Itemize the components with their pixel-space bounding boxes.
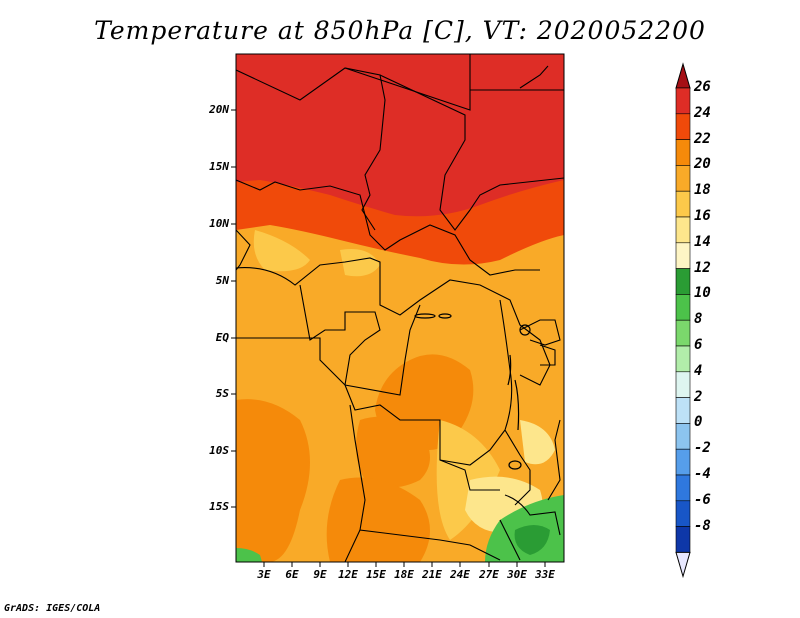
colorbar-swatch: [675, 190, 691, 218]
lon-label: 9E: [313, 568, 327, 581]
lon-label: 30E: [507, 568, 527, 581]
lon-label: 6E: [285, 568, 299, 581]
colorbar-label: -8: [694, 517, 711, 534]
temperature-field: [236, 54, 564, 562]
colorbar-swatch: [675, 474, 691, 502]
lat-label: 10S: [209, 444, 229, 457]
lon-label: 3E: [257, 568, 271, 581]
country-borders: [236, 54, 564, 562]
lon-label: 27E: [479, 568, 499, 581]
colorbar-label: 6: [694, 337, 703, 353]
colorbar-swatch: [675, 165, 691, 192]
colorbar-swatch: [675, 397, 691, 424]
colorbar-swatch: [675, 113, 691, 140]
colorbar-swatch: [675, 216, 691, 244]
lon-label: 21E: [422, 568, 442, 581]
colorbar-swatch: [675, 526, 691, 553]
map-title: Temperature at 850hPa [C], VT: 202005220…: [94, 16, 706, 45]
lon-label: 15E: [366, 568, 386, 581]
colorbar: [675, 62, 691, 579]
colorbar-top-arrow: [675, 62, 691, 89]
colorbar-label: 4: [694, 362, 703, 379]
colorbar-swatch: [675, 268, 691, 295]
colorbar-swatch: [675, 345, 691, 373]
colorbar-swatch: [675, 371, 691, 398]
colorbar-swatch: [675, 139, 691, 166]
lat-label: 20N: [209, 103, 229, 116]
colorbar-label: 22: [694, 130, 711, 147]
lat-label: 10N: [209, 217, 229, 230]
lat-label: 5N: [215, 274, 229, 287]
colorbar-label: 20: [694, 156, 711, 173]
colorbar-label: 26: [694, 79, 711, 95]
colorbar-swatch: [675, 319, 691, 347]
map-frame: [235, 53, 565, 563]
colorbar-label: 24: [694, 104, 711, 121]
colorbar-label: 2: [694, 388, 703, 405]
colorbar-swatch: [675, 87, 691, 115]
colorbar-label: 12: [694, 259, 711, 276]
colorbar-label: -2: [694, 440, 711, 457]
lat-label: EQ: [215, 331, 229, 344]
lat-label: 15S: [209, 500, 229, 513]
colorbar-swatch: [675, 423, 691, 450]
lon-label: 33E: [535, 568, 555, 581]
colorbar-swatch: [675, 294, 691, 321]
lon-label: 24E: [450, 568, 470, 581]
colorbar-label: 8: [694, 311, 703, 328]
colorbar-label: -6: [694, 491, 711, 508]
lat-label: 5S: [215, 387, 229, 400]
colorbar-swatch: [675, 448, 691, 476]
colorbar-label: 10: [694, 285, 711, 302]
colorbar-label: 16: [694, 208, 711, 224]
colorbar-label: 14: [694, 233, 711, 250]
lat-label: 15N: [209, 160, 229, 173]
colorbar-label: 18: [694, 182, 711, 199]
colorbar-swatch: [675, 500, 691, 527]
colorbar-label: -4: [694, 466, 711, 482]
colorbar-bottom-arrow: [675, 551, 691, 579]
lon-label: 18E: [394, 568, 414, 581]
colorbar-label: 0: [694, 414, 703, 431]
colorbar-swatch: [675, 242, 691, 269]
axis-ticks: [231, 109, 546, 567]
lakes: [414, 313, 531, 470]
footer-credit: GrADS: IGES/COLA: [4, 603, 101, 614]
lon-label: 12E: [338, 568, 358, 581]
